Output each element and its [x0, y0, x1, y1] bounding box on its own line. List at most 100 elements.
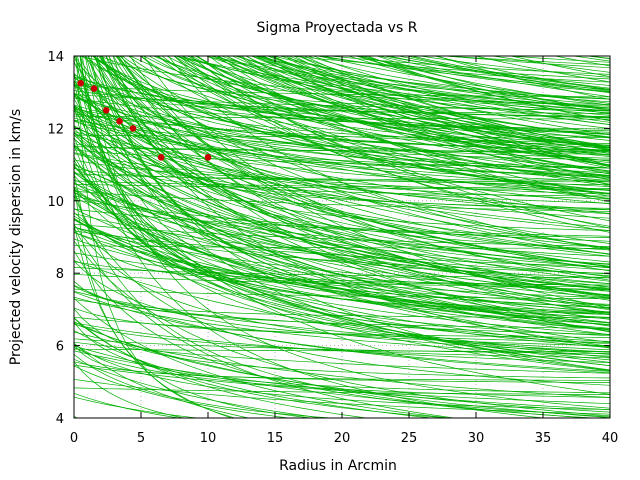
model-curve	[306, 56, 610, 103]
model-curve	[166, 56, 610, 135]
x-tick-label: 25	[401, 431, 418, 446]
model-curve	[74, 226, 610, 305]
x-tick-label: 10	[200, 431, 217, 446]
model-curve	[74, 284, 610, 374]
model-curve	[251, 56, 610, 129]
model-curve	[74, 96, 610, 199]
model-curve	[74, 94, 610, 272]
model-curve	[74, 58, 610, 229]
model-curve	[74, 0, 610, 17]
model-curve	[74, 192, 610, 343]
y-tick-label: 12	[47, 122, 64, 137]
observed-points	[77, 79, 212, 161]
x-tick-label: 0	[70, 431, 78, 446]
model-curve	[366, 56, 610, 122]
model-curve	[74, 297, 453, 418]
data-point	[157, 154, 165, 161]
model-curve	[74, 156, 610, 348]
model-curve	[74, 227, 458, 418]
model-curve	[91, 56, 610, 251]
model-curve	[74, 358, 326, 418]
x-tick-label: 35	[535, 431, 552, 446]
model-curve	[74, 95, 610, 244]
model-curve	[99, 56, 610, 267]
model-curve	[74, 109, 610, 263]
model-curve	[74, 62, 610, 297]
model-curve	[254, 56, 610, 100]
data-point	[204, 154, 212, 161]
model-curve	[74, 134, 610, 138]
model-curve	[74, 224, 610, 353]
model-curve	[377, 56, 610, 98]
model-curve	[74, 132, 610, 310]
model-curve	[74, 344, 610, 410]
model-curve	[74, 80, 610, 296]
x-tick-label: 20	[334, 431, 351, 446]
model-curve	[82, 56, 610, 315]
model-curve	[74, 56, 610, 269]
model-curve	[74, 56, 610, 204]
data-point	[90, 85, 98, 92]
x-axis-label: Radius in Arcmin	[279, 458, 397, 474]
model-curve	[74, 342, 251, 418]
model-curve	[74, 190, 595, 418]
model-curve	[74, 0, 610, 22]
model-curve	[74, 225, 233, 418]
model-curve	[233, 56, 610, 100]
x-axis: 0 5 10 15 20 25 30 35 40	[70, 56, 618, 446]
model-curve	[101, 56, 610, 265]
model-curve	[74, 82, 610, 311]
model-curve	[74, 354, 336, 418]
y-axis: 4 6 8 10 12 14	[47, 50, 610, 427]
model-curve	[261, 56, 610, 139]
model-curve	[121, 56, 610, 282]
model-curve	[74, 218, 610, 331]
model-curve	[74, 144, 610, 320]
model-curve	[238, 56, 610, 172]
model-curve	[278, 56, 610, 109]
model-curve	[74, 323, 610, 418]
model-curve	[439, 56, 610, 66]
model-curve	[78, 56, 610, 107]
model-curve	[75, 56, 610, 238]
model-curve	[90, 56, 610, 315]
model-curve	[298, 56, 610, 125]
model-curve	[204, 56, 610, 138]
model-curve	[194, 56, 610, 166]
model-curve	[180, 56, 610, 118]
model-curve	[74, 338, 610, 354]
model-curve	[74, 260, 610, 358]
model-curve	[74, 173, 610, 181]
model-curve	[74, 105, 610, 395]
y-tick-label: 10	[47, 195, 64, 210]
model-curve	[74, 232, 610, 320]
model-curve	[353, 56, 610, 92]
model-curve	[74, 132, 610, 249]
model-curve	[74, 119, 610, 159]
model-curve	[217, 56, 610, 175]
model-curve	[74, 175, 610, 363]
model-curve	[74, 245, 610, 249]
model-curve	[79, 56, 610, 291]
model-curve	[74, 199, 610, 242]
model-curve	[441, 56, 610, 69]
model-curve	[74, 152, 610, 195]
y-tick-label: 4	[56, 412, 64, 427]
model-curve	[74, 183, 610, 291]
model-curve	[503, 56, 610, 63]
model-curve	[74, 387, 610, 395]
model-curve	[74, 299, 610, 336]
model-curve	[105, 56, 610, 161]
model-curve	[80, 56, 610, 313]
model-curve	[266, 56, 610, 112]
y-tick-label: 14	[47, 50, 64, 65]
model-curve	[96, 56, 610, 330]
model-curve	[93, 56, 610, 155]
model-curve	[74, 231, 610, 326]
model-curve	[74, 144, 610, 331]
model-curve	[74, 93, 610, 182]
model-curve	[74, 76, 610, 138]
model-curve	[74, 321, 610, 413]
y-tick-label: 8	[56, 267, 64, 282]
